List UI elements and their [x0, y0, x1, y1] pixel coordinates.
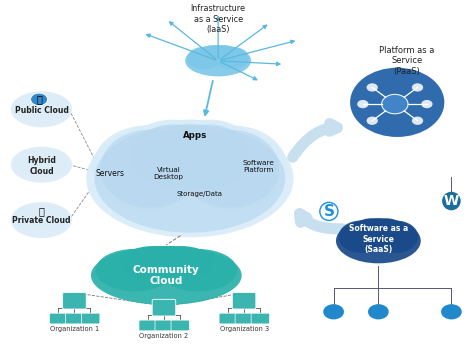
Ellipse shape: [95, 249, 174, 291]
Ellipse shape: [180, 130, 280, 208]
Ellipse shape: [11, 91, 72, 127]
FancyBboxPatch shape: [152, 299, 176, 316]
Ellipse shape: [374, 221, 418, 253]
Ellipse shape: [94, 124, 285, 233]
Ellipse shape: [336, 218, 421, 263]
Circle shape: [366, 83, 378, 91]
Ellipse shape: [363, 218, 393, 241]
Text: Software
Platform: Software Platform: [242, 160, 274, 173]
Circle shape: [31, 93, 47, 106]
Ellipse shape: [155, 124, 224, 179]
Text: Platform as a
Service
(PaaS): Platform as a Service (PaaS): [379, 46, 434, 76]
Ellipse shape: [338, 221, 383, 253]
Text: Virtual
Desktop: Virtual Desktop: [154, 167, 183, 180]
Ellipse shape: [369, 218, 405, 244]
Ellipse shape: [37, 95, 67, 119]
Ellipse shape: [139, 246, 193, 275]
FancyBboxPatch shape: [251, 313, 270, 324]
Text: Community
Cloud: Community Cloud: [133, 265, 200, 286]
Ellipse shape: [100, 130, 200, 208]
Ellipse shape: [133, 124, 213, 187]
Circle shape: [350, 68, 444, 137]
Ellipse shape: [37, 150, 67, 175]
FancyBboxPatch shape: [49, 313, 68, 324]
Text: Hybrid
Cloud: Hybrid Cloud: [27, 156, 56, 176]
Text: Infrastructure
as a Service
(IaaS): Infrastructure as a Service (IaaS): [191, 4, 246, 34]
Text: W: W: [444, 194, 459, 208]
Circle shape: [382, 94, 408, 114]
Circle shape: [412, 116, 423, 125]
Text: Software as a
Service
(SaaS): Software as a Service (SaaS): [349, 224, 408, 254]
Ellipse shape: [27, 149, 51, 167]
Circle shape: [368, 304, 389, 319]
Ellipse shape: [121, 246, 184, 280]
Ellipse shape: [206, 45, 230, 61]
FancyBboxPatch shape: [155, 320, 173, 331]
Text: Storage/Data: Storage/Data: [176, 191, 222, 197]
Ellipse shape: [187, 47, 221, 69]
Ellipse shape: [185, 45, 251, 76]
Ellipse shape: [37, 206, 67, 230]
Text: 🌐: 🌐: [36, 94, 42, 104]
Ellipse shape: [180, 126, 287, 210]
Ellipse shape: [15, 95, 45, 119]
Ellipse shape: [11, 202, 72, 238]
Ellipse shape: [11, 146, 72, 183]
FancyBboxPatch shape: [65, 313, 84, 324]
Ellipse shape: [128, 120, 215, 188]
FancyBboxPatch shape: [63, 292, 86, 309]
Text: Organization 3: Organization 3: [219, 326, 269, 332]
Ellipse shape: [92, 126, 200, 210]
Ellipse shape: [27, 204, 51, 223]
FancyBboxPatch shape: [232, 292, 256, 309]
FancyBboxPatch shape: [139, 320, 157, 331]
Ellipse shape: [153, 120, 227, 179]
Ellipse shape: [198, 45, 226, 63]
Ellipse shape: [86, 120, 293, 237]
Ellipse shape: [159, 249, 237, 291]
Text: Organization 1: Organization 1: [50, 326, 99, 332]
Circle shape: [412, 83, 423, 91]
Circle shape: [366, 116, 378, 125]
Circle shape: [323, 304, 344, 319]
FancyBboxPatch shape: [219, 313, 237, 324]
Ellipse shape: [169, 124, 249, 187]
FancyBboxPatch shape: [82, 313, 100, 324]
Text: Public Cloud: Public Cloud: [15, 106, 68, 115]
Circle shape: [357, 100, 368, 108]
Circle shape: [441, 304, 462, 319]
Text: Servers: Servers: [95, 169, 124, 178]
Ellipse shape: [215, 47, 249, 69]
Ellipse shape: [167, 120, 254, 188]
Ellipse shape: [27, 93, 51, 112]
Text: 🔒: 🔒: [38, 206, 45, 216]
Text: S: S: [323, 204, 334, 219]
FancyBboxPatch shape: [171, 320, 190, 331]
Ellipse shape: [353, 218, 389, 244]
Text: Organization 2: Organization 2: [139, 333, 189, 339]
Ellipse shape: [150, 246, 213, 280]
Ellipse shape: [15, 150, 45, 175]
Ellipse shape: [15, 206, 45, 230]
Text: Private Cloud: Private Cloud: [12, 216, 71, 226]
Circle shape: [421, 100, 433, 108]
FancyBboxPatch shape: [235, 313, 254, 324]
Text: Apps: Apps: [182, 131, 207, 140]
Ellipse shape: [91, 246, 242, 305]
Ellipse shape: [211, 45, 238, 63]
